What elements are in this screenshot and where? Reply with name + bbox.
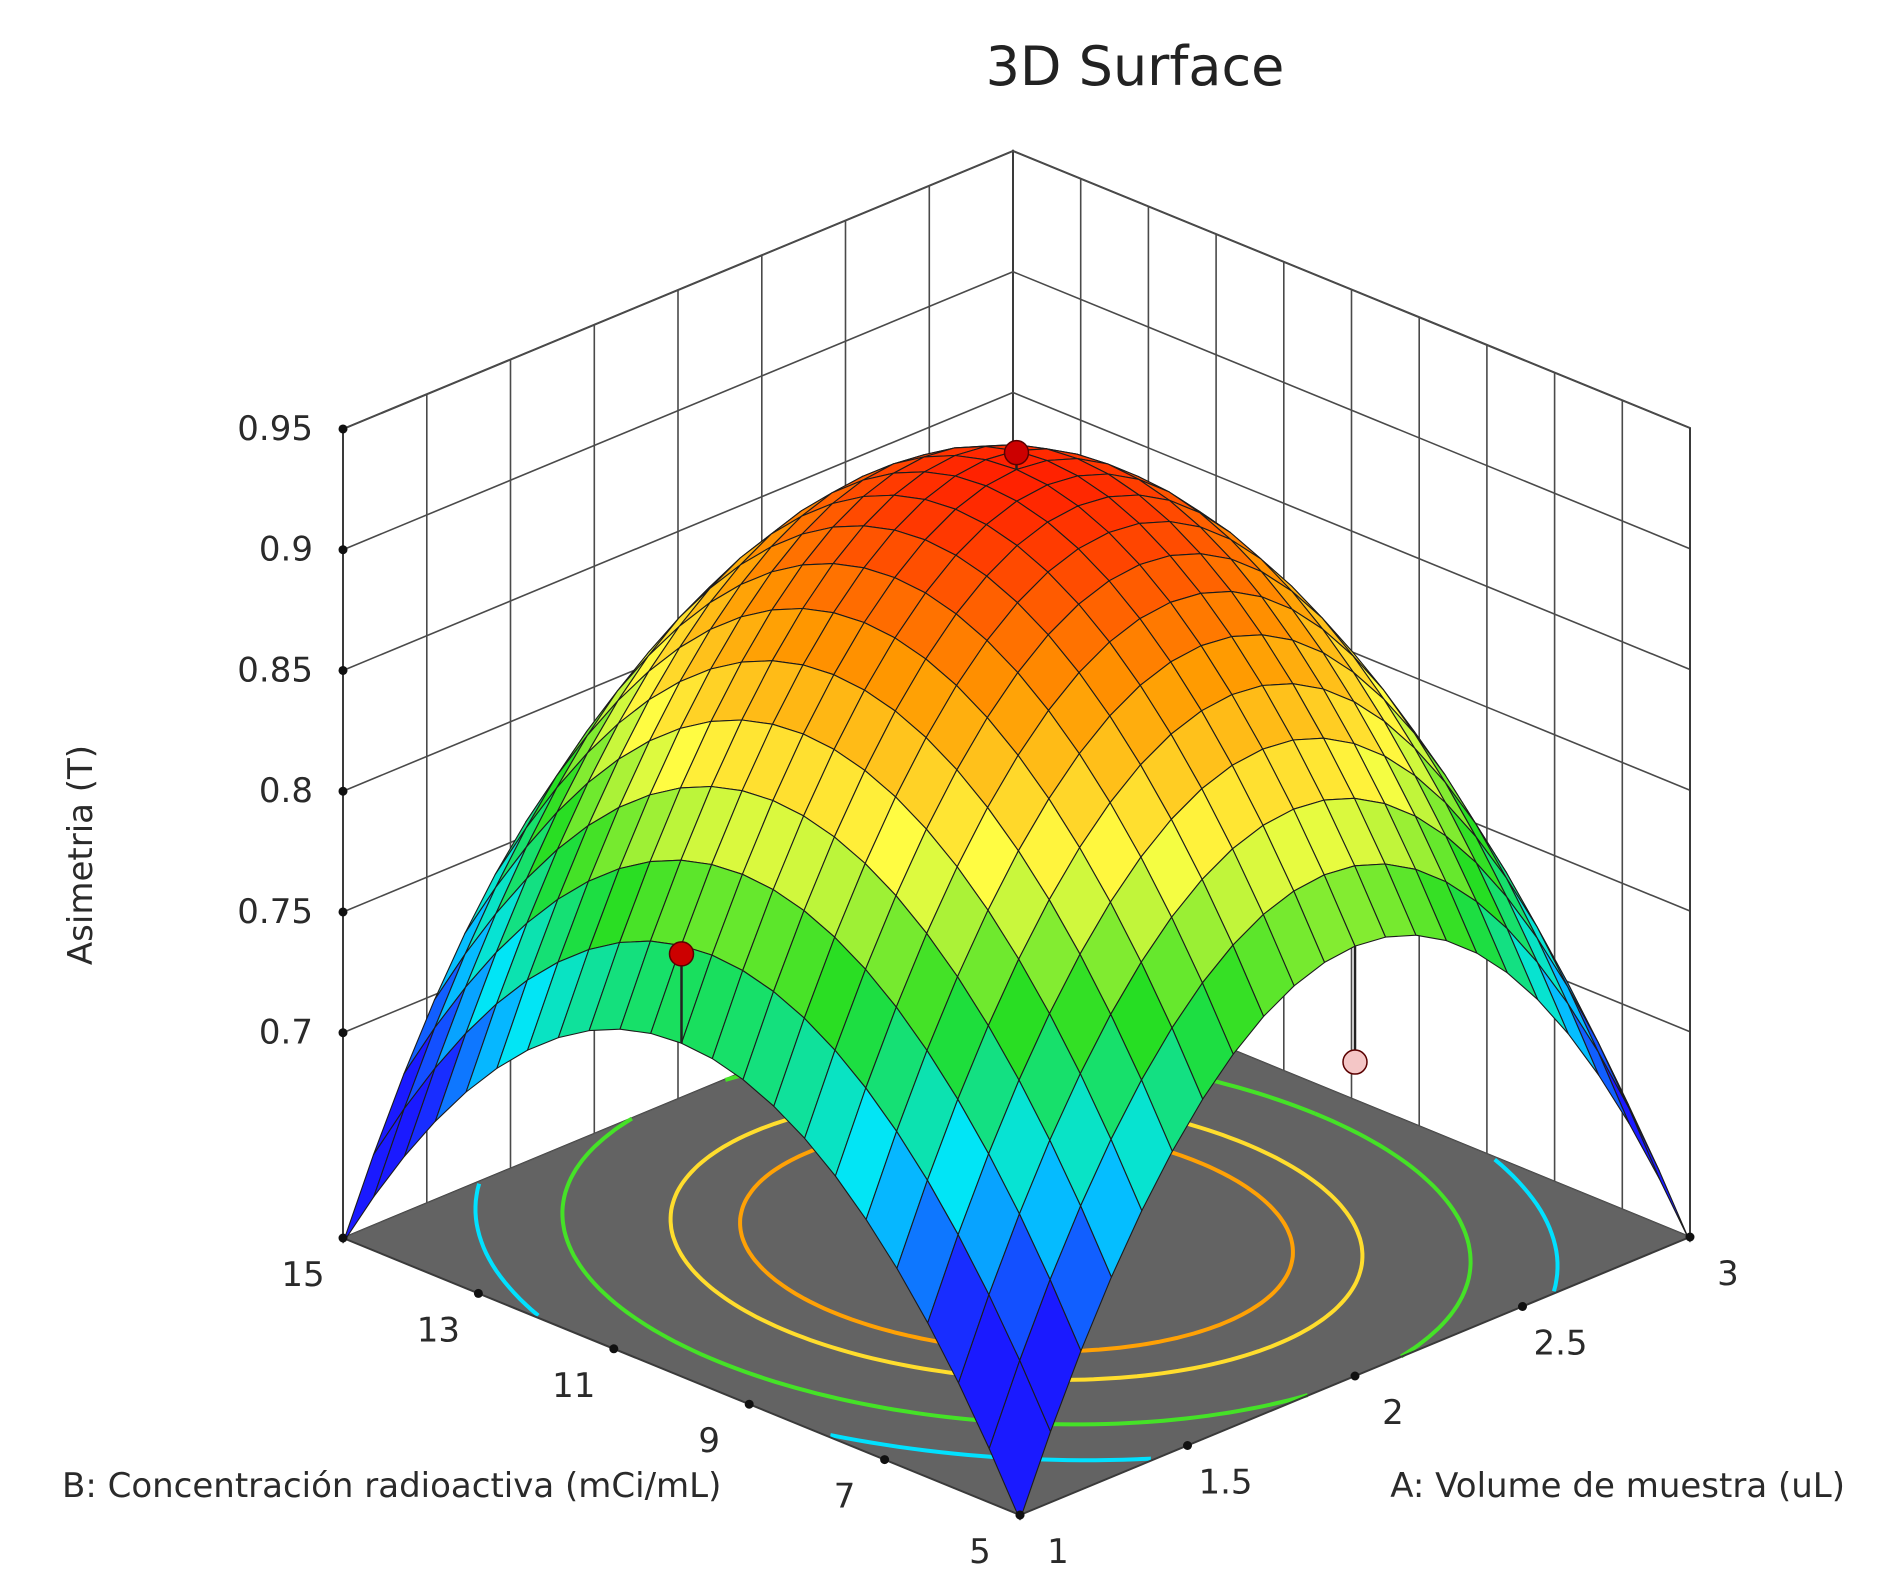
- z-tick-label: 0.85: [237, 650, 313, 690]
- surface-cell: [1567, 1003, 1630, 1124]
- wall-gridline: [342, 270, 1691, 551]
- y-tick-label: 11: [552, 1366, 595, 1406]
- x-tick-dot: [1350, 1371, 1360, 1381]
- x-tick-label: 3: [1717, 1254, 1739, 1294]
- surface-cell: [1536, 961, 1600, 1076]
- y-tick-dot: [473, 1288, 483, 1298]
- y-axis-line: [342, 1237, 1021, 1516]
- z-tick-dot: [338, 907, 348, 917]
- x-tick-label: 1: [1047, 1532, 1069, 1572]
- surface-cell: [988, 1359, 1052, 1521]
- z-tick-label: 0.95: [237, 409, 313, 449]
- y-tick-label: 7: [834, 1477, 856, 1517]
- x-tick-label: 2.5: [1533, 1324, 1587, 1364]
- design-points: [668, 439, 1030, 1044]
- contour-line: [830, 1433, 1151, 1463]
- contour-line: [473, 1183, 540, 1318]
- x-tick-label: 1.5: [1198, 1463, 1252, 1503]
- wall-gridline: [342, 391, 1691, 672]
- x-tick-dot: [1015, 1510, 1025, 1520]
- surface-cell: [1597, 1051, 1661, 1180]
- z-tick-label: 0.9: [259, 530, 313, 570]
- design-point: [668, 941, 695, 967]
- y-tick-label: 15: [281, 1255, 324, 1295]
- y-tick-dot: [338, 1233, 348, 1243]
- y-tick-dot: [609, 1344, 619, 1354]
- contour-line: [1314, 1111, 1473, 1359]
- y-tick-label: 5: [969, 1532, 991, 1572]
- z-tick-label: 0.75: [237, 892, 313, 932]
- axes: 0.7 0.75 0.8 0.85 0.9 0.95 5 7 9 11 13 15 1 1.5 2 2.5 3: [237, 409, 1739, 1572]
- y-axis-title: B: Concentración radioactiva (mCi/mL): [62, 1466, 721, 1506]
- response-surface: [342, 444, 1691, 1521]
- z-tick-dot: [338, 424, 348, 434]
- z-tick-label: 0.7: [259, 1013, 313, 1053]
- x-tick-dot: [1183, 1441, 1192, 1450]
- contour-line: [560, 1116, 1309, 1427]
- y-tick-dot: [744, 1399, 754, 1409]
- z-tick-dot: [338, 665, 348, 675]
- x-tick-dot: [1518, 1302, 1527, 1311]
- z-axis-title: Asimetria (T): [61, 745, 101, 965]
- y-tick-label: 9: [698, 1421, 720, 1461]
- z-tick-dot: [338, 1028, 348, 1038]
- contour-line: [1493, 1157, 1560, 1292]
- design-point: [1003, 439, 1030, 466]
- y-tick-label: 13: [417, 1310, 460, 1350]
- x-tick-dot: [1685, 1232, 1695, 1242]
- z-tick-dot: [338, 786, 348, 796]
- z-tick-label: 0.8: [259, 771, 313, 811]
- x-tick-label: 2: [1382, 1393, 1404, 1433]
- surface-cell: [1566, 985, 1630, 1109]
- design-point: [1342, 1049, 1368, 1075]
- chart-title: 3D Surface: [986, 35, 1285, 98]
- z-tick-dot: [338, 545, 348, 555]
- wall-gridline: [342, 150, 1691, 430]
- y-tick-dot: [880, 1455, 890, 1465]
- x-axis-title: A: Volume de muestra (uL): [1390, 1466, 1845, 1506]
